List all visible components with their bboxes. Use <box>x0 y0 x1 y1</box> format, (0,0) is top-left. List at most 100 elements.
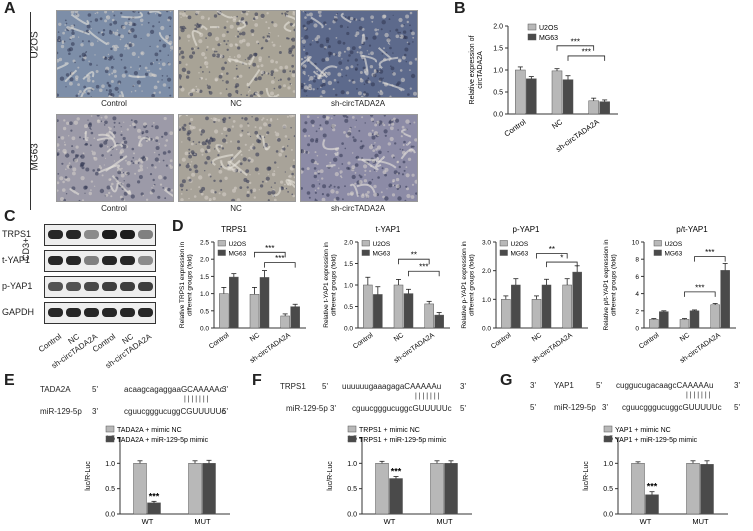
blot-row-gapdh <box>44 302 156 324</box>
y-tick-label: 1.0 <box>603 461 613 468</box>
y-axis-label: Relative TRPS1 expression in <box>179 242 186 329</box>
x-tick-label: NC <box>531 332 543 344</box>
y-tick-label: 2.0 <box>482 268 491 275</box>
seq-e-top-prime-r: 3' <box>222 385 228 394</box>
bar-sh-circtada2a-0 <box>588 100 599 115</box>
bar-mut-0 <box>430 463 444 515</box>
bar-control-0 <box>515 69 526 115</box>
seq-g-top-name: YAP1 <box>554 381 574 390</box>
blot-label-p-yap1: p-YAP1 <box>2 281 33 291</box>
y-tick-label: 1.0 <box>200 291 209 298</box>
y-axis-label: different groups (fold) <box>331 254 338 316</box>
sig-label: *** <box>275 254 284 263</box>
blot-band <box>66 308 81 317</box>
legend-label: TRPS1 + miR-129-5p mimic <box>359 437 447 444</box>
legend-label: U2OS <box>373 241 391 248</box>
caption-a-sh-1: sh-circTADA2A <box>330 99 386 108</box>
y-tick-label: 1.0 <box>344 283 353 290</box>
blot-band <box>102 256 117 265</box>
bar-mut-1 <box>202 463 216 515</box>
caption-a-sh-2: sh-circTADA2A <box>330 204 386 213</box>
x-tick-label: MUT <box>692 517 709 526</box>
blot-band <box>102 308 117 317</box>
bar-wt-0 <box>631 463 645 515</box>
blot-band <box>48 308 63 317</box>
blot-band <box>120 256 135 265</box>
y-axis-label: Relative p-YAP1 expression in <box>461 241 468 329</box>
panel-a-bracket <box>30 12 31 210</box>
y-axis-label: Relative p/t-YAP1 expression in <box>603 239 610 330</box>
bar-nc-0 <box>551 70 563 115</box>
seq-f-bars: | | | | | | | <box>415 393 440 400</box>
y-tick-label: 0.5 <box>493 90 503 97</box>
blot-band <box>84 256 99 265</box>
y-axis-label: luc/R-Luc <box>85 461 92 491</box>
blot-band <box>66 230 81 239</box>
x-tick-label: WT <box>640 517 652 526</box>
blot-band <box>138 308 153 317</box>
bar-nc-0 <box>679 319 690 329</box>
bar-nc-1 <box>259 277 270 329</box>
chart-title: t-YAP1 <box>376 225 401 234</box>
blot-band <box>102 282 117 291</box>
seq-g-bot-name: miR-129-5p <box>554 403 596 412</box>
bar-sh-circtada2a-1 <box>290 306 300 329</box>
legend-label: TADA2A + mimic NC <box>117 427 182 434</box>
chart-b: 0.0 0.5 1.0 1.5 2.0 Relative expression of cir… <box>469 24 618 154</box>
chart-title: TRPS1 <box>221 225 247 234</box>
seq-e-bot-prime-l: 3' <box>92 407 98 416</box>
y-tick-label: 1.0 <box>105 461 115 468</box>
panel-letter-a: A <box>4 0 16 17</box>
seq-e-top-prime-l: 5' <box>92 385 98 394</box>
sig-label: *** <box>391 467 402 477</box>
seq-f-top-seq: uuuuuugaaagagaCAAAAAu <box>342 382 442 391</box>
legend-swatch <box>499 249 508 256</box>
bar-wt-1 <box>389 478 403 515</box>
legend-swatch <box>217 249 226 256</box>
legend-label: MG63 <box>511 251 529 258</box>
bar-mut-1 <box>700 464 714 515</box>
bar-nc-1 <box>689 310 700 329</box>
blot-label-gapdh: GAPDH <box>2 307 35 317</box>
bar-wt-1 <box>147 502 161 515</box>
micrograph-u2os-control <box>56 10 174 98</box>
blot-band <box>84 230 99 239</box>
y-tick-label: 2.5 <box>200 240 209 247</box>
bar-control-0 <box>219 293 229 329</box>
legend-swatch <box>603 425 613 433</box>
y-tick-label: 6 <box>635 274 639 281</box>
bar-wt-1 <box>645 494 659 515</box>
sig-label: *** <box>582 47 591 56</box>
y-axis-label: Relative expression of <box>469 36 476 105</box>
blot-band <box>84 308 99 317</box>
x-tick-label: Control <box>208 332 231 351</box>
chart-title: p-YAP1 <box>513 225 541 234</box>
bar-nc-0 <box>531 299 542 329</box>
y-tick-label: 3.0 <box>482 240 491 247</box>
bar-sh-circtada2a-0 <box>710 304 720 329</box>
caption-a-control-1: Control <box>101 99 127 108</box>
seq-f-top-prime-l: 5' <box>322 382 328 391</box>
y-tick-label: 4 <box>635 291 639 298</box>
y-tick-label: 0.0 <box>347 512 357 519</box>
seq-g-bot-prime-r: 5' <box>734 403 740 412</box>
legend-label: MG63 <box>539 35 558 42</box>
sig-label: * <box>560 254 563 263</box>
blot-band <box>66 256 81 265</box>
legend-swatch <box>347 435 357 443</box>
panel-letter-g: G <box>500 372 513 389</box>
legend-label: TRPS1 + mimic NC <box>359 427 420 434</box>
bar-wt-0 <box>375 463 389 515</box>
panel-letter-c: C <box>4 208 16 225</box>
seq-g-bot-seq: cguucgggucuggcGUUUUUc <box>622 403 722 412</box>
blot-row-trps1 <box>44 224 156 246</box>
blot-label-trps1: TRPS1 <box>2 229 32 239</box>
seq-f-top-prime-r: 3' <box>460 382 466 391</box>
x-tick-label: WT <box>384 517 396 526</box>
legend-label: YAP1 + miR-129-5p mimic <box>615 437 698 444</box>
bar-sh-circtada2a-0 <box>280 315 290 329</box>
legend-label: U2OS <box>665 241 683 248</box>
micrograph-mg63-sh <box>300 114 418 202</box>
legend-label: U2OS <box>511 241 529 248</box>
